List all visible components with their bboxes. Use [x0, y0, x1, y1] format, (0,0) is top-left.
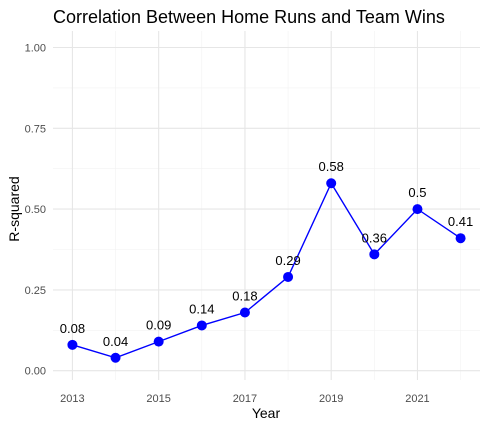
data-label: 0.5	[408, 185, 426, 200]
data-point	[110, 352, 121, 363]
data-point	[283, 271, 294, 282]
x-tick-label: 2017	[233, 393, 257, 405]
data-labels: 0.08 0.04 0.09 0.14 0.18 0.29 0.58 0.36 0.5 0.41	[60, 159, 473, 349]
y-tick-label: 0.75	[25, 123, 46, 135]
data-label: 0.36	[362, 230, 387, 245]
data-label: 0.09	[146, 318, 171, 333]
x-axis-title: Year	[252, 405, 281, 421]
grid	[53, 31, 480, 380]
data-point	[196, 320, 207, 331]
data-point	[369, 249, 380, 260]
data-point	[326, 178, 337, 189]
data-label: 0.41	[448, 214, 473, 229]
data-label: 0.04	[103, 334, 128, 349]
y-tick-label: 0.25	[25, 285, 46, 297]
y-tick-labels: 0.00 0.25 0.50 0.75 1.00	[25, 43, 46, 378]
y-tick-label: 0.50	[25, 204, 46, 216]
x-tick-label: 2021	[405, 393, 429, 405]
series	[72, 181, 461, 359]
data-label: 0.14	[189, 301, 214, 316]
series-line	[72, 181, 461, 359]
data-point	[153, 336, 164, 347]
data-label: 0.18	[232, 289, 257, 304]
y-axis-title: R-squared	[6, 176, 22, 241]
data-point	[239, 307, 250, 318]
y-tick-label: 0.00	[25, 366, 46, 378]
x-tick-label: 2015	[146, 393, 170, 405]
x-tick-label: 2013	[60, 393, 84, 405]
chart-title: Correlation Between Home Runs and Team W…	[53, 7, 445, 27]
data-point	[412, 204, 423, 215]
data-label: 0.58	[319, 159, 344, 174]
data-label: 0.08	[60, 321, 85, 336]
data-point	[455, 233, 466, 244]
y-tick-label: 1.00	[25, 43, 46, 55]
x-tick-labels: 2013 2015 2017 2019 2021	[60, 393, 430, 405]
x-tick-label: 2019	[319, 393, 343, 405]
data-label: 0.29	[275, 253, 300, 268]
data-point	[67, 339, 78, 350]
data-points	[67, 178, 466, 363]
